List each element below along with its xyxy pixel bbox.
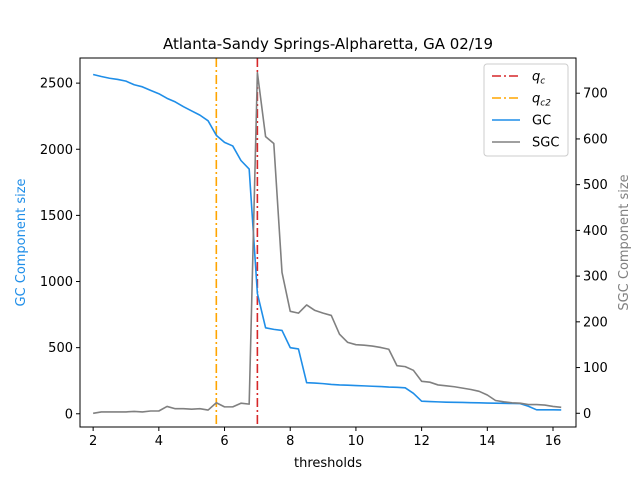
y-axis-right-label: SGC Component size [617,174,632,310]
x-tick-label: 8 [286,434,294,449]
y-axis-right: 0 100 200 300 400 500 600 700 [576,87,608,422]
y-right-tick-label: 500 [583,178,608,193]
x-axis-label: thresholds [294,456,362,471]
y-left-tick-label: 0 [65,407,73,422]
legend-box [483,63,569,157]
y-right-tick-label: 400 [583,224,608,239]
x-axis: 2 4 6 8 10 12 14 16 [89,427,561,449]
x-tick-label: 14 [479,434,496,449]
y-right-tick-label: 600 [583,132,608,147]
y-right-tick-label: 300 [583,270,608,285]
plot-area [92,58,562,427]
legend-label-q_c2: qc2 [532,92,551,109]
x-tick-label: 6 [220,434,228,449]
x-tick-label: 4 [155,434,163,449]
y-axis-left-label: GC Component size [14,178,29,306]
x-tick-label: 10 [348,434,365,449]
x-tick-label: 12 [413,434,430,449]
y-left-tick-label: 500 [48,341,73,356]
y-right-tick-label: 100 [583,361,608,376]
y-right-tick-label: 700 [583,87,608,102]
series-line-gc [92,73,562,411]
legend: qc qc2 GC SGC [483,63,569,157]
y-left-tick-label: 2000 [40,143,73,158]
chart-title: Atlanta-Sandy Springs-Alpharetta, GA 02/… [163,35,493,53]
series-line-sgc [93,71,562,415]
y-right-tick-label: 0 [583,407,591,422]
legend-label-q_c: qc [532,70,545,87]
y-axis-left: 0 500 1000 1500 2000 2500 [40,77,80,422]
legend-label-gc: GC [532,114,551,129]
legend-label-sgc: SGC [532,136,559,151]
y-left-tick-label: 1500 [40,209,73,224]
plot-frame [79,57,577,428]
y-left-tick-label: 1000 [40,275,73,290]
x-tick-label: 16 [545,434,562,449]
x-tick-label: 2 [89,434,97,449]
y-right-tick-label: 200 [583,315,608,330]
y-left-tick-label: 2500 [40,77,73,92]
